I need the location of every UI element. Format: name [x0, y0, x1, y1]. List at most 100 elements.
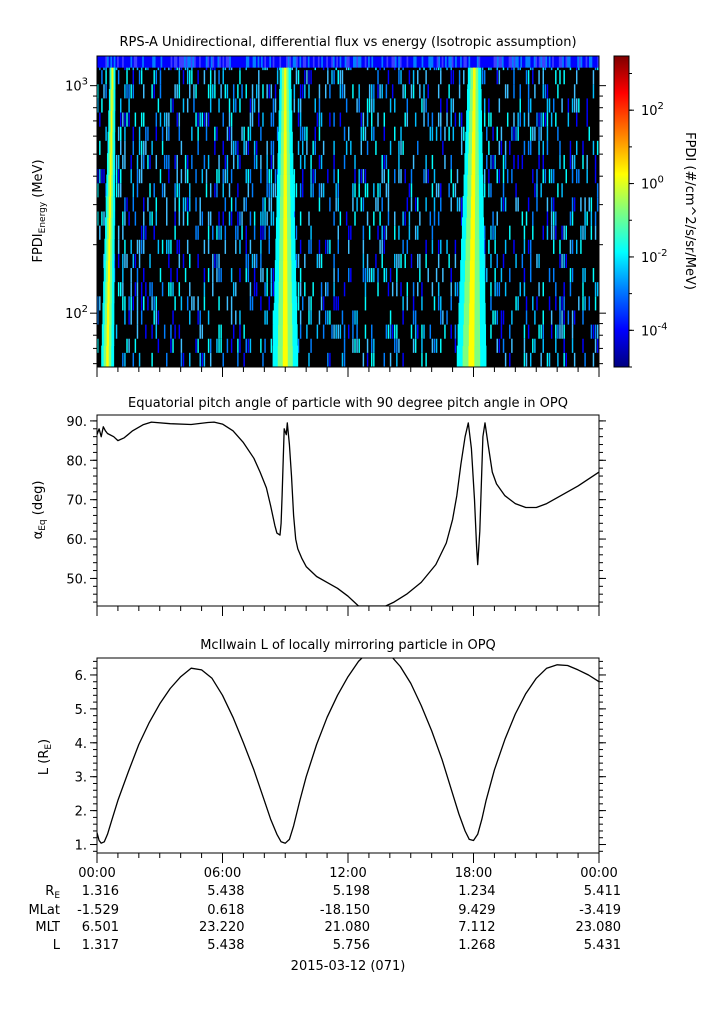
heatmap-cell: [189, 197, 191, 212]
flux-band-cell: [108, 89, 111, 111]
flux-band-cell: [289, 153, 294, 175]
heatmap-cell: [268, 84, 270, 99]
ephemeris-value: 5.438: [207, 884, 244, 899]
heatmap-cell: [170, 338, 172, 353]
heatmap-cell: [306, 126, 308, 141]
heatmap-cell: [166, 239, 168, 254]
heatmap-cell: [358, 98, 360, 113]
x-tick-label: 18:00: [455, 866, 492, 881]
heatmap-cell: [270, 268, 273, 283]
heatmap-cell: [559, 154, 561, 170]
heatmap-cell: [122, 253, 124, 269]
heatmap-cell: [502, 253, 505, 269]
heatmap-cell: [383, 154, 386, 170]
heatmap-cell: [337, 183, 340, 198]
heatmap-cell: [582, 225, 584, 240]
heatmap-top-cell: [525, 56, 528, 68]
heatmap-cell: [324, 84, 327, 99]
heatmap-cell: [209, 211, 212, 226]
heatmap-cell: [433, 296, 436, 311]
heatmap-cell: [293, 84, 296, 99]
heatmap-cell: [329, 112, 331, 127]
heatmap-top-cell: [125, 56, 128, 68]
ephemeris-value: 5.431: [584, 938, 621, 953]
heatmap-top-cell: [384, 56, 387, 68]
flux-band-cell: [277, 345, 284, 367]
heatmap-cell: [189, 183, 191, 198]
heatmap-cell: [481, 70, 484, 85]
heatmap-cell: [247, 126, 250, 141]
flux-band-cell: [104, 324, 108, 347]
heatmap-cell: [580, 225, 582, 240]
heatmap-top-cell: [368, 56, 371, 68]
heatmap-cell: [381, 197, 383, 212]
heatmap-cell: [122, 225, 124, 240]
heatmap-cell: [383, 169, 386, 184]
heatmap-cell: [180, 352, 183, 367]
flux-band-cell: [111, 302, 115, 325]
heatmap-cell: [310, 239, 312, 254]
heatmap-cell: [339, 70, 342, 85]
heatmap-cell: [389, 98, 392, 113]
heatmap-cell: [316, 324, 319, 339]
heatmap-cell: [529, 140, 532, 155]
flux-band-cell: [103, 260, 107, 282]
heatmap-cell: [155, 70, 158, 85]
heatmap-cell: [197, 70, 199, 85]
heatmap-cell: [364, 324, 367, 339]
heatmap-cell: [310, 296, 312, 311]
heatmap-cell: [239, 154, 241, 170]
heatmap-top-cell: [296, 56, 299, 68]
heatmap-cell: [299, 310, 302, 325]
heatmap-top-cell: [511, 56, 515, 68]
heatmap-top-cell: [200, 56, 203, 68]
heatmap-cell: [232, 84, 235, 99]
heatmap-top-cell: [562, 56, 565, 68]
heatmap-cell: [249, 112, 252, 127]
heatmap-cell: [594, 324, 597, 339]
flux-band-cell: [459, 281, 465, 304]
heatmap-cell: [352, 310, 354, 325]
heatmap-cell: [174, 183, 176, 198]
flux-band-cell: [470, 195, 476, 218]
heatmap-cell: [383, 239, 386, 254]
heatmap-cell: [237, 154, 239, 170]
heatmap-cell: [381, 84, 383, 99]
heatmap-cell: [394, 98, 396, 113]
heatmap-top-cell: [286, 56, 289, 68]
heatmap-cell: [538, 140, 540, 155]
heatmap-cell: [425, 197, 427, 212]
heatmap-cell: [546, 126, 549, 141]
heatmap-cell: [383, 352, 386, 367]
heatmap-cell: [521, 253, 524, 269]
heatmap-top-cell: [481, 56, 485, 68]
heatmap-cell: [525, 310, 528, 325]
heatmap-cell: [103, 84, 105, 99]
heatmap-cell: [410, 197, 413, 212]
flux-band-cell: [468, 324, 475, 347]
heatmap-cell: [483, 98, 486, 113]
heatmap-cell: [251, 183, 254, 198]
heatmap-cell: [235, 310, 237, 325]
heatmap-cell: [440, 70, 442, 85]
heatmap-cell: [212, 253, 214, 269]
heatmap-cell: [132, 253, 135, 269]
heatmap-cell: [385, 268, 388, 283]
heatmap-top-cell: [424, 56, 428, 68]
heatmap-cell: [207, 112, 210, 127]
heatmap-cell: [550, 197, 553, 212]
heatmap-cell: [103, 211, 105, 226]
flux-band-cell: [475, 174, 480, 197]
heatmap-cell: [343, 154, 346, 170]
heatmap-cell: [391, 282, 394, 297]
heatmap-cell: [575, 140, 578, 155]
heatmap-cell: [548, 352, 551, 367]
heatmap-cell: [389, 352, 392, 367]
heatmap-cell: [184, 154, 187, 170]
heatmap-top-cell: [311, 56, 314, 68]
heatmap-cell: [586, 211, 588, 226]
heatmap-top-cell: [309, 56, 312, 68]
heatmap-cell: [387, 211, 390, 226]
heatmap-cell: [563, 154, 565, 170]
heatmap-cell: [490, 225, 492, 240]
